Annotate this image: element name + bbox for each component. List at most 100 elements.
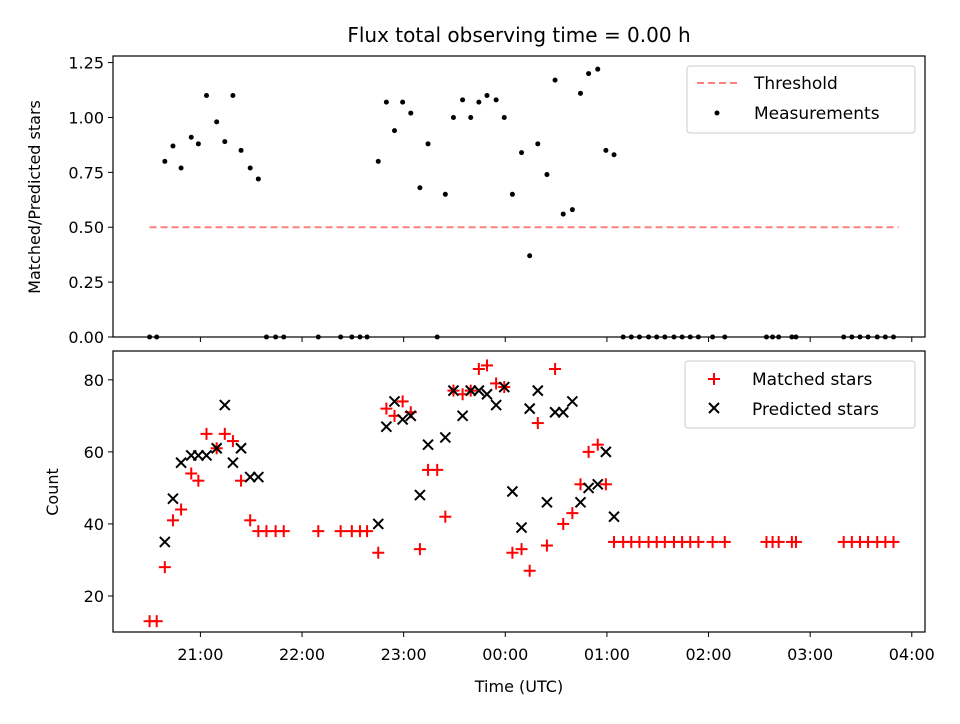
matched-star-point — [540, 539, 553, 552]
predicted-star-point — [200, 449, 213, 462]
matched-star-point — [531, 417, 544, 430]
predicted-star-point — [372, 518, 384, 530]
legend-predicted-label: Predicted stars — [752, 400, 879, 420]
bottom-axes-frame — [112, 350, 926, 633]
matched-star-point — [506, 546, 519, 559]
matched-star-point — [226, 435, 239, 448]
measurement-point — [442, 191, 448, 197]
measurement-point — [255, 176, 261, 182]
measurement-point — [247, 165, 253, 171]
bottom-xtick-label: 01:00 — [584, 645, 630, 664]
predicted-star-point — [439, 431, 452, 444]
matched-star-point — [218, 427, 231, 440]
bottom-ytick-label: 40 — [84, 515, 104, 534]
predicted-star-point — [557, 406, 569, 418]
top-ytick-label: 0.00 — [68, 328, 104, 347]
matched-star-point — [591, 438, 604, 451]
matched-star-point — [150, 615, 163, 628]
matched-star-point — [175, 503, 188, 516]
legend-matched-label: Matched stars — [752, 370, 872, 390]
top-ytick-label: 1.25 — [68, 54, 104, 73]
bottom-legend-box — [684, 360, 916, 429]
predicted-star-point — [506, 485, 519, 498]
matched-star-point — [396, 395, 409, 408]
measurement-point — [178, 165, 184, 171]
predicted-star-point — [523, 402, 536, 415]
predicted-star-point — [167, 492, 179, 505]
predicted-star-point — [532, 384, 544, 397]
measurement-point — [501, 114, 507, 120]
matched-star-point — [166, 514, 179, 527]
measurement-point — [392, 128, 398, 134]
predicted-star-point — [498, 381, 510, 393]
predicted-star-point — [447, 384, 460, 397]
top-legend: Threshold Measurements — [686, 65, 916, 134]
bottom-xtick-label: 23:00 — [381, 645, 427, 664]
matched-star-point — [566, 507, 579, 520]
bottom-xtick-label: 03:00 — [787, 645, 833, 664]
predicted-star-point — [574, 496, 587, 509]
measurement-point — [586, 71, 592, 77]
measurement-point — [238, 147, 244, 153]
bottom-panel: 20 40 60 80 21:00 22:00 23:00 00:00 01:00 02:00 0… — [43, 350, 935, 696]
matched-star-point — [413, 543, 426, 556]
predicted-star-point — [210, 442, 223, 454]
measurement-point — [535, 141, 541, 147]
measurement-point — [450, 114, 456, 120]
top-ytick-label: 0.25 — [68, 273, 104, 292]
measurement-point — [162, 158, 168, 164]
bottom-ytick-label: 80 — [84, 371, 104, 390]
measurement-point — [203, 93, 209, 99]
matched-star-point — [772, 535, 785, 548]
bottom-legend: Matched stars Predicted stars — [684, 360, 916, 429]
predicted-star-point — [235, 442, 247, 454]
matched-star-point — [431, 463, 444, 476]
matched-star-point — [706, 535, 719, 548]
top-axes-frame — [112, 55, 926, 338]
predicted-star-point — [159, 536, 171, 548]
predicted-star-point — [481, 388, 493, 400]
predicted-star-point — [252, 471, 265, 483]
matched-star-point — [599, 478, 612, 491]
predicted-star-point — [456, 410, 469, 422]
predicted-star-point — [608, 511, 620, 523]
matched-star-point — [789, 535, 802, 548]
measurement-point — [577, 90, 583, 96]
predicted-star-point — [405, 410, 417, 422]
predicted-star-point — [244, 471, 256, 483]
measurement-point — [560, 211, 566, 217]
measurement-point — [425, 141, 431, 147]
measurement-point — [509, 191, 515, 197]
matched-star-point — [244, 514, 257, 527]
matched-star-point — [334, 525, 347, 538]
measurement-point — [527, 253, 533, 259]
predicted-star-point — [396, 413, 409, 426]
matched-star-point — [472, 363, 485, 376]
predicted-star-point — [582, 482, 595, 494]
matched-star-point — [718, 535, 731, 548]
matched-star-point — [692, 535, 705, 548]
top-ylabel: Matched/Predicted stars — [25, 100, 44, 294]
measurement-point — [493, 97, 499, 103]
measurement-point — [552, 77, 558, 83]
matched-star-point — [549, 363, 562, 376]
matched-star-point — [372, 546, 385, 559]
measurement-point — [595, 66, 601, 72]
measurement-point — [375, 158, 381, 164]
bottom-xtick-label: 22:00 — [279, 645, 325, 664]
predicted-star-point — [227, 456, 239, 469]
matched-star-point — [887, 535, 900, 548]
matched-star-point — [185, 467, 198, 480]
measurement-point — [170, 143, 176, 149]
matched-star-point — [557, 517, 570, 530]
bottom-xlabel: Time (UTC) — [474, 677, 563, 696]
predicted-star-point — [473, 384, 485, 397]
measurement-point — [417, 185, 423, 191]
bottom-xtick-label: 04:00 — [889, 645, 935, 664]
bottom-ylabel: Count — [43, 468, 62, 516]
measurement-point — [460, 97, 466, 103]
matched-star-point — [192, 474, 205, 487]
measurement-point — [519, 150, 525, 156]
legend-matched-swatch — [708, 373, 720, 385]
measurement-point — [476, 99, 482, 105]
